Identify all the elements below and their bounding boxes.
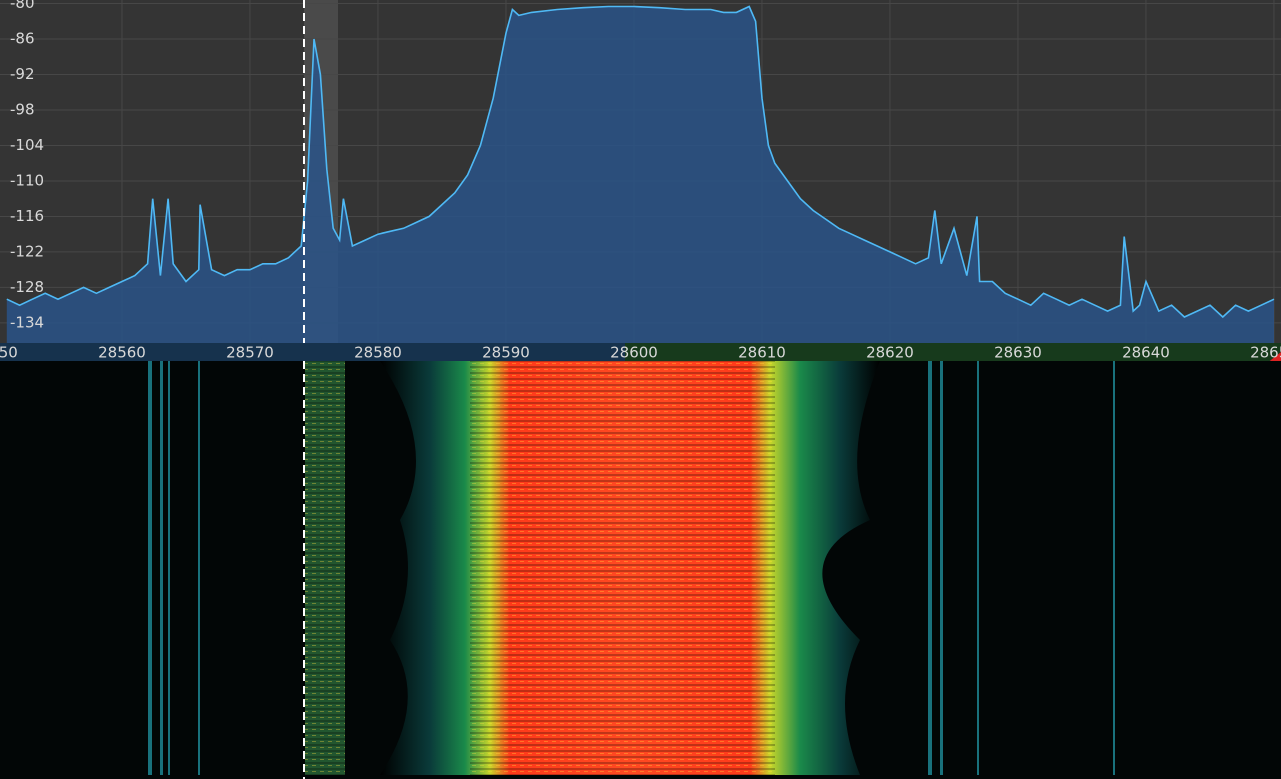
- streak: [160, 361, 163, 775]
- x-tick-label: 28630: [994, 344, 1042, 362]
- x-tick-label: 28610: [738, 344, 786, 362]
- streak: [1113, 361, 1115, 775]
- streak: [940, 361, 943, 775]
- y-tick-label: -92: [10, 65, 35, 83]
- y-tick-label: -86: [10, 30, 35, 48]
- waterfall-streaks: [148, 361, 1115, 775]
- y-tick-label: -122: [10, 242, 44, 260]
- waterfall-narrow-texture: [305, 361, 345, 775]
- y-tick-label: -116: [10, 207, 44, 225]
- frequency-axis: 28550 28560 28570 28580 28590 28600 28610 28620…: [0, 344, 1281, 362]
- streak: [198, 361, 200, 775]
- spectrum-plot: -80 -86 -92 -98 -104 -110 -116 -122 -128 -134: [0, 0, 1281, 343]
- x-tick-label: 28650: [1250, 344, 1281, 362]
- y-tick-label: -104: [10, 136, 44, 154]
- streak: [168, 361, 170, 775]
- freq-bar-left: [0, 343, 625, 361]
- spectrum-area: [6, 6, 1274, 343]
- y-tick-label: -80: [10, 0, 35, 12]
- streak: [928, 361, 932, 775]
- waterfall-texture: [470, 361, 775, 775]
- x-tick-label: 28580: [354, 344, 402, 362]
- x-tick-label: 28600: [610, 344, 658, 362]
- y-tick-label: -110: [10, 171, 44, 189]
- spectrum-line: [6, 5, 1275, 319]
- streak: [977, 361, 979, 775]
- streak: [148, 361, 152, 775]
- y-tick-label: -98: [10, 100, 35, 118]
- freq-bar-right: [625, 343, 1281, 361]
- x-tick-label: 28620: [866, 344, 914, 362]
- x-tick-label: 28560: [98, 344, 146, 362]
- x-tick-label: 28590: [482, 344, 530, 362]
- x-tick-label: 28640: [1122, 344, 1170, 362]
- x-tick-label: 28570: [226, 344, 274, 362]
- x-tick-label: 28550: [0, 344, 18, 362]
- y-tick-label: -128: [10, 278, 44, 296]
- y-tick-label: -134: [10, 313, 44, 331]
